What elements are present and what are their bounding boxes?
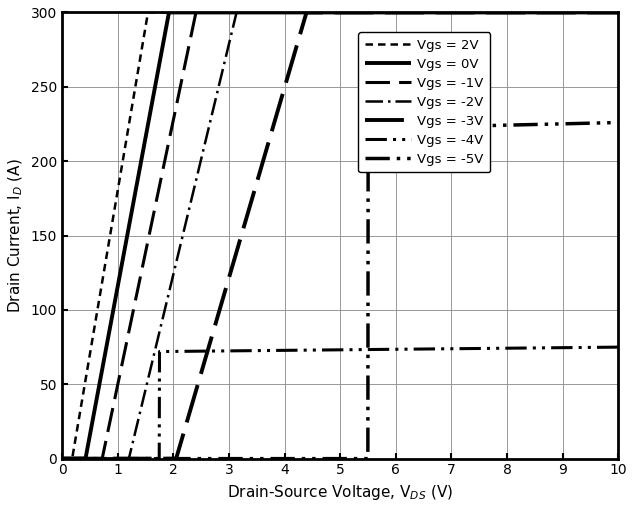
- Vgs = -4V: [598, 344, 606, 350]
- Vgs = 0V: [329, 9, 337, 15]
- Vgs = 0V: [614, 9, 622, 15]
- Vgs = -5V: [598, 120, 605, 126]
- Vgs = -4V: [329, 347, 337, 353]
- Vgs = -2V: [614, 9, 622, 15]
- Vgs = -5V: [614, 120, 622, 126]
- Vgs = -4V: [58, 456, 66, 462]
- Vgs = -3V: [329, 9, 337, 15]
- Vgs = 2V: [329, 9, 337, 15]
- Vgs = -3V: [58, 456, 66, 462]
- Vgs = -2V: [598, 9, 606, 15]
- Vgs = -4V: [87, 456, 94, 462]
- Vgs = -1V: [314, 9, 322, 15]
- Vgs = -5V: [87, 456, 94, 462]
- Vgs = 0V: [165, 9, 173, 15]
- Line: Vgs = -1V: Vgs = -1V: [62, 12, 618, 459]
- Vgs = 0V: [598, 9, 606, 15]
- Vgs = 0V: [87, 429, 94, 435]
- Vgs = -1V: [58, 456, 66, 462]
- Vgs = -2V: [598, 9, 606, 15]
- Vgs = -2V: [58, 456, 66, 462]
- Vgs = 2V: [614, 9, 622, 15]
- Vgs = -5V: [58, 456, 66, 462]
- Vgs = -4V: [598, 344, 605, 350]
- Vgs = 2V: [58, 456, 66, 462]
- Vgs = -5V: [314, 456, 321, 462]
- Y-axis label: Drain Current, I$_D$ (A): Drain Current, I$_D$ (A): [7, 158, 25, 313]
- Line: Vgs = -5V: Vgs = -5V: [62, 123, 618, 459]
- Vgs = -3V: [87, 456, 94, 462]
- Line: Vgs = 2V: Vgs = 2V: [62, 12, 618, 459]
- Vgs = -1V: [598, 9, 606, 15]
- Vgs = -5V: [329, 456, 337, 462]
- Vgs = 2V: [145, 9, 152, 15]
- Vgs = -4V: [496, 345, 504, 351]
- Vgs = -3V: [598, 9, 606, 15]
- Vgs = -1V: [192, 9, 200, 15]
- Vgs = 2V: [87, 348, 94, 354]
- Vgs = 0V: [598, 9, 606, 15]
- Vgs = -2V: [314, 9, 322, 15]
- Vgs = -2V: [87, 456, 94, 462]
- Vgs = -3V: [614, 9, 622, 15]
- Vgs = -1V: [87, 456, 94, 462]
- Vgs = -2V: [329, 9, 337, 15]
- Vgs = 2V: [496, 9, 504, 15]
- Vgs = -1V: [614, 9, 622, 15]
- Vgs = -3V: [496, 9, 504, 15]
- Vgs = -3V: [303, 9, 311, 15]
- Vgs = 2V: [598, 9, 606, 15]
- Line: Vgs = -2V: Vgs = -2V: [62, 12, 618, 459]
- Line: Vgs = -4V: Vgs = -4V: [62, 347, 618, 459]
- Vgs = -1V: [329, 9, 337, 15]
- Vgs = -3V: [314, 9, 322, 15]
- Legend: Vgs = 2V, Vgs = 0V, Vgs = -1V, Vgs = -2V, Vgs = -3V, Vgs = -4V, Vgs = -5V: Vgs = 2V, Vgs = 0V, Vgs = -1V, Vgs = -2V…: [358, 33, 490, 172]
- Vgs = 2V: [314, 9, 322, 15]
- Vgs = 0V: [314, 9, 322, 15]
- Vgs = -2V: [233, 9, 240, 15]
- Line: Vgs = 0V: Vgs = 0V: [62, 12, 618, 459]
- Vgs = -5V: [598, 120, 606, 126]
- Vgs = 0V: [58, 456, 66, 462]
- Vgs = -3V: [598, 9, 606, 15]
- Vgs = -1V: [598, 9, 606, 15]
- Vgs = -1V: [496, 9, 504, 15]
- Line: Vgs = -3V: Vgs = -3V: [62, 12, 618, 459]
- Vgs = -2V: [496, 9, 504, 15]
- Vgs = 0V: [496, 9, 504, 15]
- Vgs = 2V: [598, 9, 606, 15]
- Vgs = -4V: [314, 347, 321, 353]
- Vgs = -4V: [614, 344, 622, 350]
- Vgs = -5V: [496, 122, 504, 128]
- X-axis label: Drain-Source Voltage, V$_{DS}$ (V): Drain-Source Voltage, V$_{DS}$ (V): [227, 483, 453, 502]
